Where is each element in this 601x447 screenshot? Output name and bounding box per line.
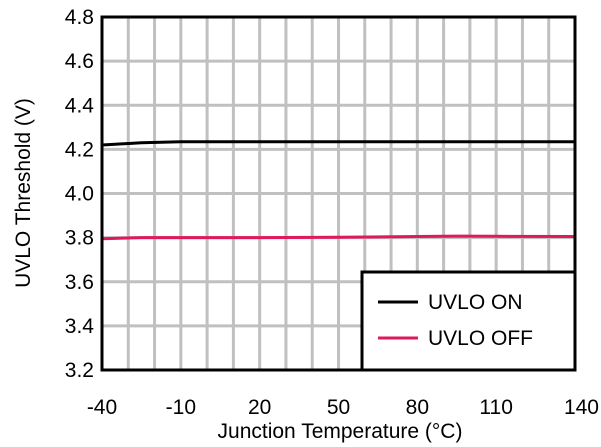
legend-box (360, 270, 577, 372)
legend: UVLO ON UVLO OFF (360, 270, 577, 372)
y-tick-labels: 3.2 3.4 3.6 3.8 4.0 4.2 4.4 4.6 4.8 (65, 6, 95, 382)
x-tick-label: 80 (406, 396, 429, 419)
x-tick-label: 140 (564, 396, 599, 419)
series-line-uvlo-off (101, 234, 576, 241)
y-tick-label: 3.4 (65, 315, 95, 338)
legend-label-uvlo-on: UVLO ON (428, 291, 523, 314)
plot-frame (100, 15, 577, 372)
legend-label-uvlo-off: UVLO OFF (428, 327, 533, 350)
y-tick-label: 4.0 (65, 183, 94, 206)
x-tick-label: 110 (479, 396, 512, 419)
x-axis-title: Junction Temperature (°C) (218, 420, 463, 443)
y-tick-label: 4.8 (65, 6, 94, 29)
y-tick-label: 3.2 (65, 359, 94, 382)
y-tick-label: 3.6 (65, 271, 94, 294)
x-tick-labels: -40 -10 20 50 80 110 140 (87, 396, 599, 419)
y-tick-label: 3.8 (65, 227, 94, 250)
x-tick-label: 50 (327, 396, 350, 419)
y-tick-label: 4.4 (65, 94, 95, 117)
x-tick-label: -40 (87, 396, 117, 419)
y-tick-label: 4.2 (65, 138, 94, 161)
y-axis-title: UVLO Threshold (V) (12, 98, 35, 288)
y-tick-label: 4.6 (65, 50, 94, 73)
series-line-uvlo-on (101, 140, 575, 147)
x-tick-label: -10 (166, 396, 196, 419)
series-layer (101, 140, 576, 241)
x-tick-label: 20 (248, 396, 271, 419)
